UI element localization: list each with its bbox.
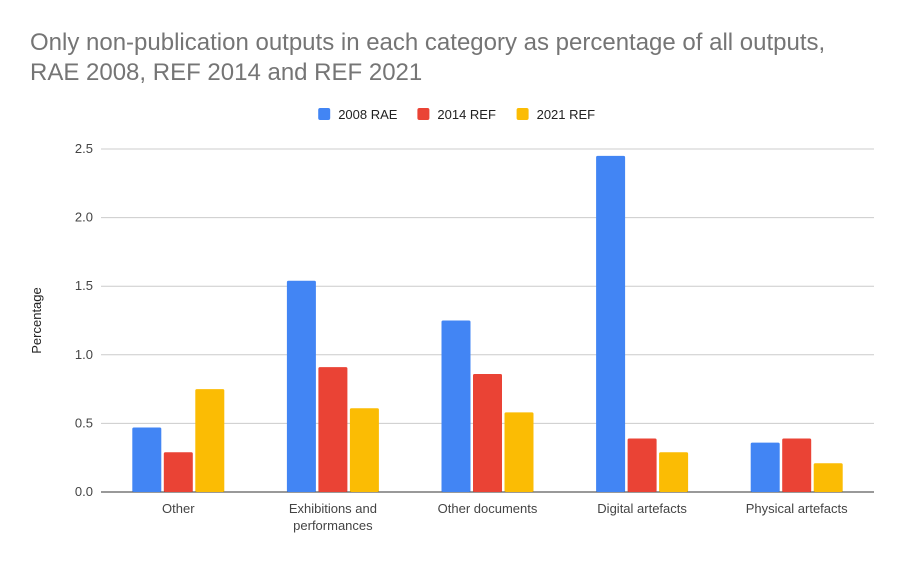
bar-2014-ref — [163, 452, 193, 492]
y-tick-label: 0.0 — [75, 484, 93, 499]
legend-swatch — [417, 108, 430, 120]
bar-2014-ref — [627, 438, 657, 492]
x-tick-label: Other — [162, 501, 195, 516]
bar-2014-ref — [473, 374, 502, 492]
chart-title-line-1: Only non-publication outputs in each cat… — [30, 29, 826, 56]
bar-2021-ref — [813, 463, 843, 492]
legend-label: 2014 REF — [437, 107, 496, 122]
y-tick-label: 0.5 — [75, 415, 93, 430]
y-axis-title: Percentage — [29, 287, 44, 354]
bar-2021-ref — [195, 389, 225, 492]
x-tick-label: performances — [293, 518, 373, 533]
legend-swatch — [318, 108, 331, 120]
x-tick-label: Other documents — [438, 501, 538, 516]
bar-2008-rae — [750, 442, 780, 492]
x-tick-label: Physical artefacts — [746, 501, 848, 516]
x-tick-label: Digital artefacts — [597, 501, 687, 516]
bar-2021-ref — [349, 408, 379, 492]
y-tick-label: 2.5 — [75, 141, 93, 156]
x-tick-label: Exhibitions and — [289, 501, 377, 516]
chart-title-line-2: RAE 2008, REF 2014 and REF 2021 — [30, 59, 423, 86]
chart-title: Only non-publication outputs in each cat… — [30, 28, 870, 88]
bar-2014-ref — [318, 367, 348, 492]
bar-2008-rae — [441, 320, 471, 492]
bar-2021-ref — [659, 452, 689, 492]
bar-2008-rae — [286, 280, 316, 492]
legend-swatch — [516, 108, 529, 120]
legend-label: 2021 REF — [537, 107, 596, 122]
y-tick-label: 1.0 — [75, 347, 93, 362]
bar-2021-ref — [504, 412, 534, 492]
bar-2008-rae — [132, 427, 162, 492]
bar-2014-ref — [782, 438, 812, 492]
y-tick-label: 2.0 — [75, 210, 93, 225]
bar-2008-rae — [596, 155, 626, 493]
y-tick-label: 1.5 — [75, 278, 93, 293]
legend-label: 2008 RAE — [338, 107, 398, 122]
